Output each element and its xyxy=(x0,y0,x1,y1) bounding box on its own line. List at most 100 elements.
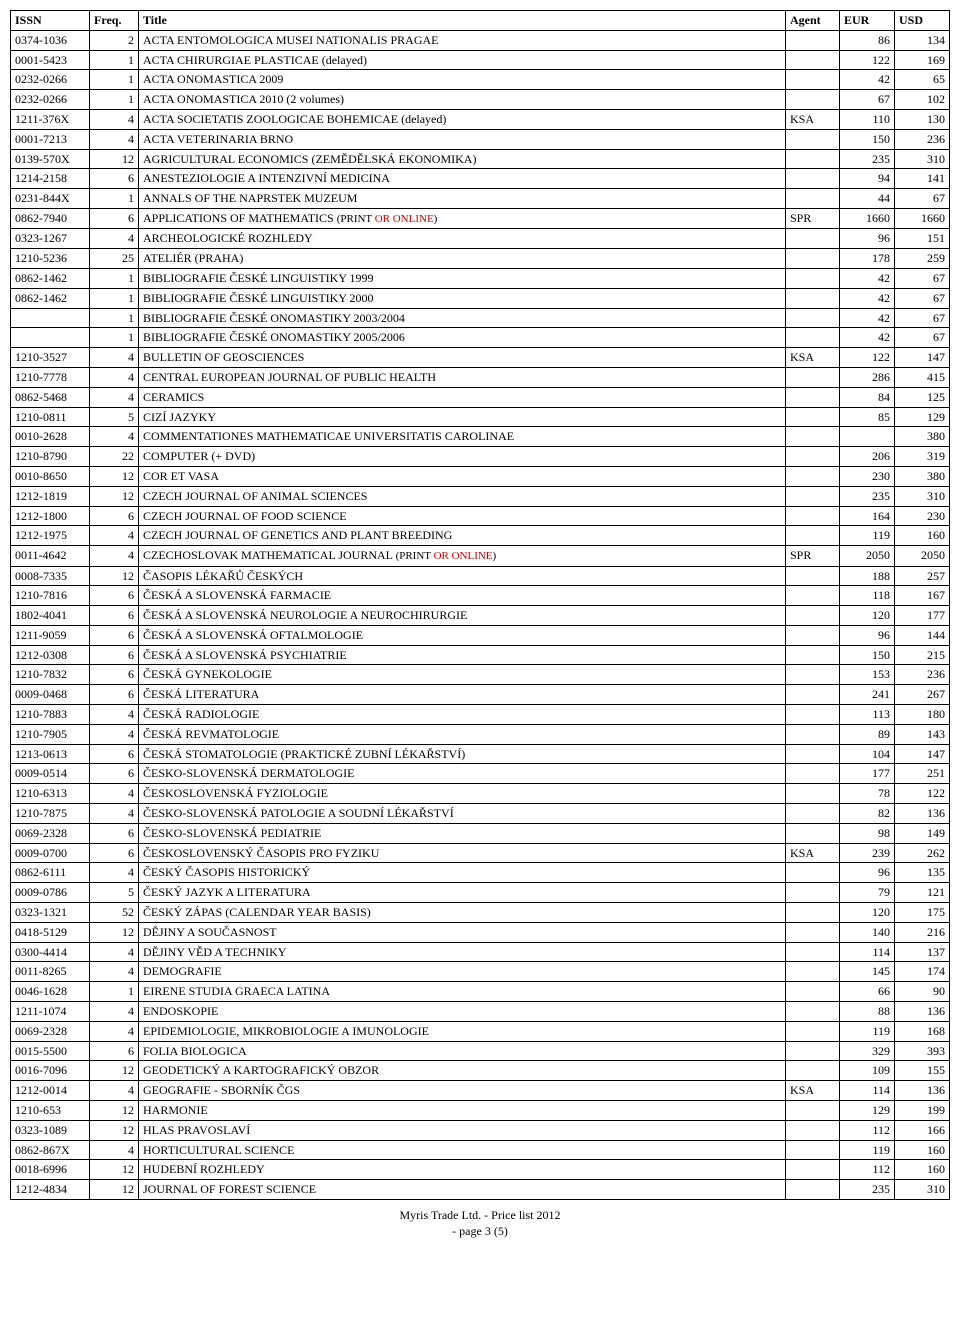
table-row: 1212-03086ČESKÁ A SLOVENSKÁ PSYCHIATRIE1… xyxy=(11,645,950,665)
cell-eur: 109 xyxy=(840,1061,895,1081)
cell-usd: 167 xyxy=(895,586,950,606)
cell-usd: 122 xyxy=(895,784,950,804)
table-row: 0418-512912DĚJINY A SOUČASNOST140216 xyxy=(11,922,950,942)
cell-title: ČESKÁ LITERATURA xyxy=(139,685,786,705)
cell-title: HORTICULTURAL SCIENCE xyxy=(139,1140,786,1160)
cell-title: ČESKOSLOVENSKÁ FYZIOLOGIE xyxy=(139,784,786,804)
cell-freq: 6 xyxy=(90,764,139,784)
cell-freq: 6 xyxy=(90,606,139,626)
cell-eur: 235 xyxy=(840,1180,895,1200)
cell-title: ACTA ONOMASTICA 2009 xyxy=(139,70,786,90)
cell-agent xyxy=(786,764,840,784)
cell-usd: 257 xyxy=(895,566,950,586)
cell-freq: 4 xyxy=(90,1140,139,1160)
cell-agent: KSA xyxy=(786,843,840,863)
cell-title: ACTA VETERINARIA BRNO xyxy=(139,129,786,149)
footer: Myris Trade Ltd. - Price list 2012 - pag… xyxy=(10,1208,950,1239)
cell-agent xyxy=(786,1160,840,1180)
table-row: 0016-709612GEODETICKÝ A KARTOGRAFICKÝ OB… xyxy=(11,1061,950,1081)
cell-usd: 380 xyxy=(895,466,950,486)
cell-eur: 42 xyxy=(840,288,895,308)
cell-eur: 178 xyxy=(840,249,895,269)
cell-usd: 149 xyxy=(895,823,950,843)
cell-issn: 1210-0811 xyxy=(11,407,90,427)
cell-eur: 129 xyxy=(840,1101,895,1121)
cell-freq: 4 xyxy=(90,1081,139,1101)
cell-usd: 147 xyxy=(895,348,950,368)
table-row: 1210-63134ČESKOSLOVENSKÁ FYZIOLOGIE78122 xyxy=(11,784,950,804)
cell-issn: 1214-2158 xyxy=(11,169,90,189)
cell-issn: 0011-4642 xyxy=(11,546,90,566)
cell-agent xyxy=(786,506,840,526)
cell-usd: 169 xyxy=(895,50,950,70)
cell-title: APPLICATIONS OF MATHEMATICS (PRINT OR ON… xyxy=(139,208,786,228)
cell-freq: 4 xyxy=(90,863,139,883)
cell-eur: 153 xyxy=(840,665,895,685)
cell-usd: 393 xyxy=(895,1041,950,1061)
table-row: 1214-21586ANESTEZIOLOGIE A INTENZIVNÍ ME… xyxy=(11,169,950,189)
cell-agent xyxy=(786,724,840,744)
cell-issn: 0323-1321 xyxy=(11,903,90,923)
cell-title: ČESKÁ A SLOVENSKÁ NEUROLOGIE A NEUROCHIR… xyxy=(139,606,786,626)
table-row: 0011-46424CZECHOSLOVAK MATHEMATICAL JOUR… xyxy=(11,546,950,566)
cell-usd: 160 xyxy=(895,1160,950,1180)
cell-agent xyxy=(786,466,840,486)
cell-title: CZECH JOURNAL OF GENETICS AND PLANT BREE… xyxy=(139,526,786,546)
cell-agent xyxy=(786,268,840,288)
cell-title: BIBLIOGRAFIE ČESKÉ LINGUISTIKY 1999 xyxy=(139,268,786,288)
cell-usd: 134 xyxy=(895,30,950,50)
cell-freq: 4 xyxy=(90,784,139,804)
cell-title: ČESKÁ A SLOVENSKÁ PSYCHIATRIE xyxy=(139,645,786,665)
cell-title: ACTA SOCIETATIS ZOOLOGICAE BOHEMICAE (de… xyxy=(139,109,786,129)
table-row: 0862-867X4HORTICULTURAL SCIENCE119160 xyxy=(11,1140,950,1160)
cell-title: ČASOPIS LÉKAŘŮ ČESKÝCH xyxy=(139,566,786,586)
cell-title: EIRENE STUDIA GRAECA LATINA xyxy=(139,982,786,1002)
cell-agent xyxy=(786,1061,840,1081)
cell-eur: 235 xyxy=(840,149,895,169)
cell-agent xyxy=(786,288,840,308)
cell-usd: 310 xyxy=(895,149,950,169)
cell-agent xyxy=(786,129,840,149)
table-row: 1210-78754ČESKO-SLOVENSKÁ PATOLOGIE A SO… xyxy=(11,804,950,824)
cell-usd: 236 xyxy=(895,129,950,149)
cell-usd: 136 xyxy=(895,804,950,824)
cell-title: FOLIA BIOLOGICA xyxy=(139,1041,786,1061)
cell-eur: 150 xyxy=(840,129,895,149)
cell-agent: KSA xyxy=(786,1081,840,1101)
cell-eur: 85 xyxy=(840,407,895,427)
cell-title: EPIDEMIOLOGIE, MIKROBIOLOGIE A IMUNOLOGI… xyxy=(139,1021,786,1041)
cell-issn: 1802-4041 xyxy=(11,606,90,626)
cell-freq: 12 xyxy=(90,1120,139,1140)
cell-issn: 0018-6996 xyxy=(11,1160,90,1180)
table-row: 1213-06136ČESKÁ STOMATOLOGIE (PRAKTICKÉ … xyxy=(11,744,950,764)
cell-eur: 122 xyxy=(840,348,895,368)
cell-agent xyxy=(786,606,840,626)
cell-usd: 125 xyxy=(895,387,950,407)
table-row: 1211-10744ENDOSKOPIE88136 xyxy=(11,1002,950,1022)
cell-freq: 6 xyxy=(90,823,139,843)
cell-issn: 0862-6111 xyxy=(11,863,90,883)
cell-usd: 216 xyxy=(895,922,950,942)
cell-agent xyxy=(786,169,840,189)
table-row: 0069-23284EPIDEMIOLOGIE, MIKROBIOLOGIE A… xyxy=(11,1021,950,1041)
cell-title: COMMENTATIONES MATHEMATICAE UNIVERSITATI… xyxy=(139,427,786,447)
cell-usd: 65 xyxy=(895,70,950,90)
table-row: 0015-55006FOLIA BIOLOGICA329393 xyxy=(11,1041,950,1061)
cell-eur: 113 xyxy=(840,705,895,725)
cell-usd: 415 xyxy=(895,367,950,387)
cell-title: ENDOSKOPIE xyxy=(139,1002,786,1022)
cell-eur: 145 xyxy=(840,962,895,982)
cell-title: ČESKÝ ČASOPIS HISTORICKÝ xyxy=(139,863,786,883)
cell-agent xyxy=(786,744,840,764)
cell-title: ČESKO-SLOVENSKÁ PEDIATRIE xyxy=(139,823,786,843)
cell-agent xyxy=(786,784,840,804)
cell-eur: 42 xyxy=(840,70,895,90)
table-row: 1210-65312HARMONIE129199 xyxy=(11,1101,950,1121)
cell-issn: 0046-1628 xyxy=(11,982,90,1002)
cell-usd: 175 xyxy=(895,903,950,923)
cell-title: COMPUTER (+ DVD) xyxy=(139,447,786,467)
cell-eur: 104 xyxy=(840,744,895,764)
cell-title: ČESKOSLOVENSKÝ ČASOPIS PRO FYZIKU xyxy=(139,843,786,863)
table-row: 1210-523625ATELIÉR (PRAHA)178259 xyxy=(11,249,950,269)
cell-usd: 151 xyxy=(895,229,950,249)
